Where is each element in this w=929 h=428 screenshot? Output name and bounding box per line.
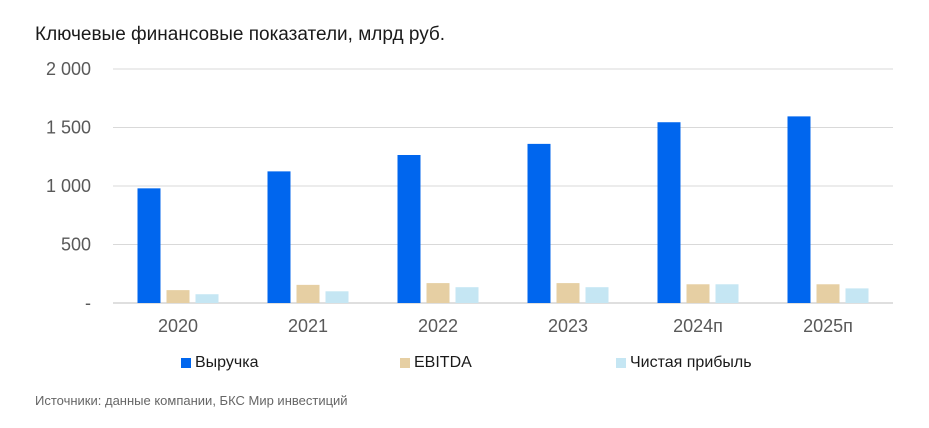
chart-title: Ключевые финансовые показатели, млрд руб…	[35, 24, 446, 45]
bar-chart: - 500 1 000 1 500 2 000 2020 2021 2022 2023 2024…	[46, 59, 893, 336]
bar-revenue-2025п	[787, 116, 811, 303]
bar-net-income-2024п	[715, 284, 739, 303]
bar-revenue-2023	[527, 143, 551, 303]
bar-net-income-2023	[585, 287, 609, 303]
x-axis-ticks: 2020 2021 2022 2023 2024п 2025п	[158, 316, 853, 336]
legend-label-net-income: Чистая прибыль	[630, 354, 752, 371]
legend-label-ebitda: EBITDA	[414, 354, 472, 371]
legend-swatch-revenue	[181, 358, 191, 368]
legend-item-net-income: Чистая прибыль	[616, 354, 752, 372]
legend-swatch-ebitda	[400, 358, 410, 368]
bar-ebitda-2020	[166, 290, 190, 303]
legend-item-ebitda: EBITDA	[400, 354, 472, 372]
bar-ebitda-2023	[556, 283, 580, 303]
bar-ebitda-2025п	[816, 284, 840, 303]
y-axis-ticks: - 500 1 000 1 500 2 000	[46, 59, 91, 313]
x-tick-label: 2023	[548, 316, 588, 336]
legend-label-revenue: Выручка	[195, 354, 259, 371]
bar-ebitda-2021	[296, 284, 320, 303]
y-tick-label: -	[85, 293, 91, 313]
bar-net-income-2021	[325, 291, 349, 303]
bar-revenue-2021	[267, 171, 291, 303]
bar-net-income-2020	[195, 294, 219, 303]
x-tick-label: 2024п	[673, 316, 723, 336]
x-tick-label: 2022	[418, 316, 458, 336]
y-tick-label: 500	[61, 235, 91, 255]
bar-revenue-2024п	[657, 122, 681, 303]
x-tick-label: 2021	[288, 316, 328, 336]
bars	[137, 116, 869, 303]
bar-revenue-2020	[137, 188, 161, 303]
y-tick-label: 2 000	[46, 59, 91, 79]
grid-lines	[113, 68, 893, 304]
bar-net-income-2022	[455, 287, 479, 303]
legend-swatch-net-income	[616, 358, 626, 368]
bar-net-income-2025п	[845, 288, 869, 303]
bar-ebitda-2024п	[686, 284, 710, 303]
legend-item-revenue: Выручка	[181, 354, 258, 372]
bar-revenue-2022	[397, 154, 421, 303]
y-tick-label: 1 000	[46, 176, 91, 196]
source-note: Источники: данные компании, БКС Мир инве…	[35, 393, 348, 408]
legend: Выручка EBITDA Чистая прибыль	[0, 354, 929, 376]
y-tick-label: 1 500	[46, 118, 91, 138]
x-tick-label: 2020	[158, 316, 198, 336]
x-tick-label: 2025п	[803, 316, 853, 336]
bar-ebitda-2022	[426, 283, 450, 303]
